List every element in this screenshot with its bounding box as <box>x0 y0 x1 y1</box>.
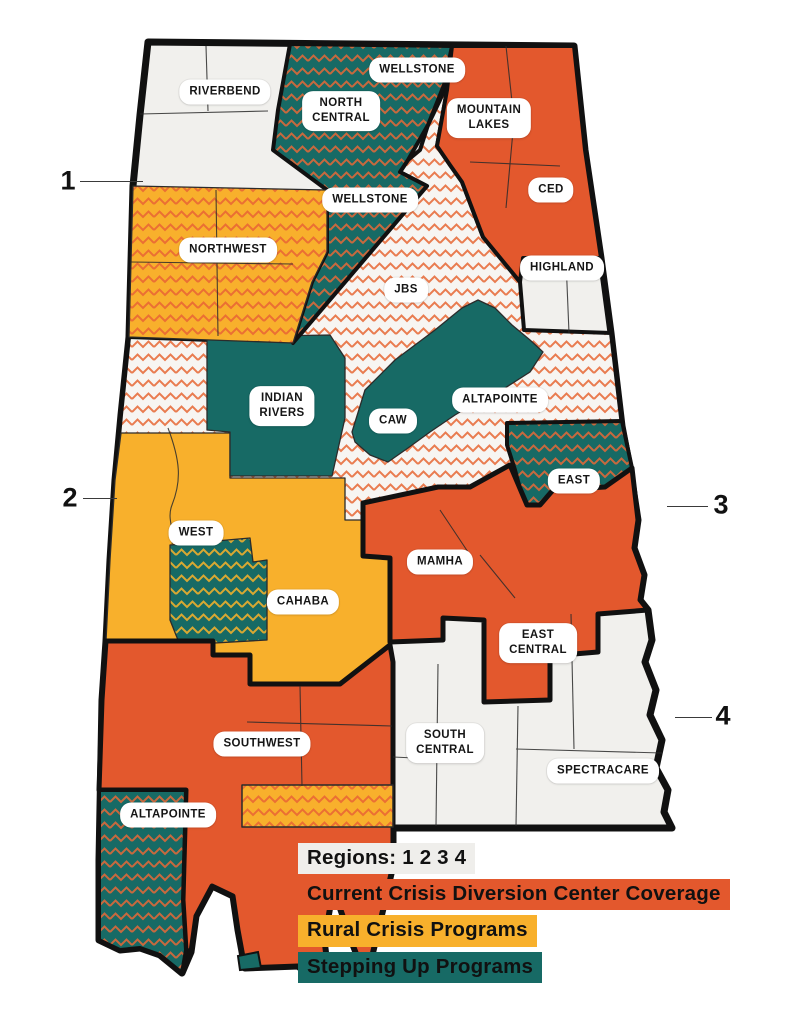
label-pill-indian-rivers: INDIAN RIVERS <box>249 386 315 426</box>
label-pill-ced: CED <box>528 177 574 203</box>
legend-regions: Regions: 1 2 3 4 <box>298 843 476 875</box>
label-pill-caw: CAW <box>368 408 418 434</box>
label-pill-cahaba: CAHABA <box>266 589 340 615</box>
label-pill-altapointe-central: ALTAPOINTE <box>452 387 548 413</box>
label-pill-east-central: EAST CENTRAL <box>499 623 577 663</box>
region-3-leader-line <box>667 506 708 507</box>
legend-crisis-coverage: Current Crisis Diversion Center Coverage <box>298 879 730 911</box>
label-pill-altapointe-south: ALTAPOINTE <box>120 802 216 828</box>
region-2-leader-line <box>83 498 117 499</box>
label-pill-southwest: SOUTHWEST <box>213 731 311 757</box>
label-pill-south-central: SOUTH CENTRAL <box>406 723 484 763</box>
legend-rural-crisis: Rural Crisis Programs <box>298 915 537 947</box>
label-pill-north-central: NORTH CENTRAL <box>302 91 380 131</box>
label-pill-west: WEST <box>168 520 224 546</box>
region-4-marker: 4 <box>715 700 731 731</box>
label-pill-jbs: JBS <box>384 277 428 303</box>
region-1-marker: 1 <box>60 165 76 196</box>
legend-stepping-up: Stepping Up Programs <box>298 951 543 983</box>
region-4-leader-line <box>675 717 712 718</box>
label-pill-riverbend: RIVERBEND <box>179 79 271 105</box>
region-altapointe-south <box>97 788 188 975</box>
label-pill-northwest: NORTHWEST <box>179 237 277 263</box>
label-pill-spectracare: SPECTRACARE <box>547 758 659 784</box>
region-1-leader-line <box>80 181 143 182</box>
label-pill-east: EAST <box>547 468 601 494</box>
region-teal-yellow-chevron <box>169 537 268 646</box>
label-pill-wellstone-north: WELLSTONE <box>369 57 465 83</box>
label-pill-highland: HIGHLAND <box>520 255 604 281</box>
label-pill-mamha: MAMHA <box>406 549 474 575</box>
legend: Regions: 1 2 3 4 Current Crisis Diversio… <box>298 843 730 983</box>
region-2-marker: 2 <box>62 482 78 513</box>
region-gulf-island <box>236 950 263 972</box>
region-3-marker: 3 <box>713 489 729 520</box>
label-pill-wellstone-central: WELLSTONE <box>322 187 418 213</box>
region-northwest <box>128 185 328 344</box>
region-south-yellow-chevron <box>241 784 394 828</box>
label-pill-mountain-lakes: MOUNTAIN LAKES <box>446 98 532 138</box>
